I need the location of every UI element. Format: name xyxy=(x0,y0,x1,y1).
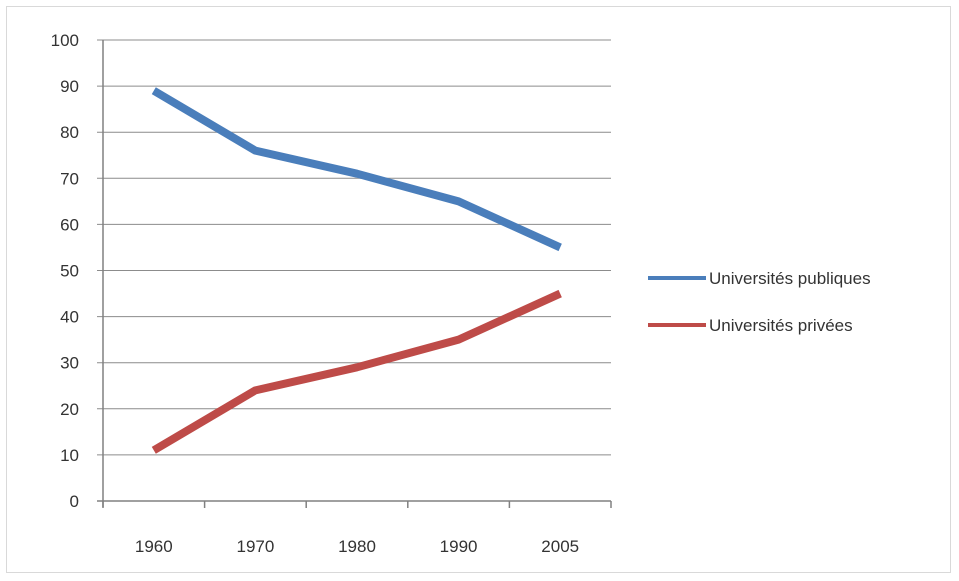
y-tick-label: 70 xyxy=(60,169,79,188)
y-tick-label: 80 xyxy=(60,123,79,142)
x-tick-labels: 1960 1970 1980 1990 2005 xyxy=(135,537,579,556)
x-tick-label: 1960 xyxy=(135,537,173,556)
y-tick-label: 40 xyxy=(60,308,79,327)
legend-label: Universités privées xyxy=(709,316,853,335)
axes xyxy=(97,40,611,507)
legend: Universités publiques Universités privées xyxy=(648,269,871,335)
x-tick-label: 1990 xyxy=(440,537,478,556)
x-tick-label: 1970 xyxy=(236,537,274,556)
series-lines xyxy=(151,87,562,454)
y-tick-labels: 0 10 20 30 40 50 60 70 80 90 100 xyxy=(51,31,79,511)
y-tick-label: 50 xyxy=(60,262,79,281)
y-tick-label: 0 xyxy=(70,492,79,511)
legend-label: Universités publiques xyxy=(709,269,871,288)
y-tick-label: 10 xyxy=(60,446,79,465)
series-line-private xyxy=(151,289,562,454)
gridlines xyxy=(97,39,611,456)
x-tick-marks xyxy=(102,501,612,508)
y-tick-label: 30 xyxy=(60,354,79,373)
x-tick-label: 2005 xyxy=(541,537,579,556)
x-tick-label: 1980 xyxy=(338,537,376,556)
y-tick-label: 60 xyxy=(60,215,79,234)
y-tick-label: 90 xyxy=(60,77,79,96)
y-tick-label: 20 xyxy=(60,400,79,419)
series-line-public xyxy=(151,87,562,252)
y-tick-label: 100 xyxy=(51,31,79,50)
